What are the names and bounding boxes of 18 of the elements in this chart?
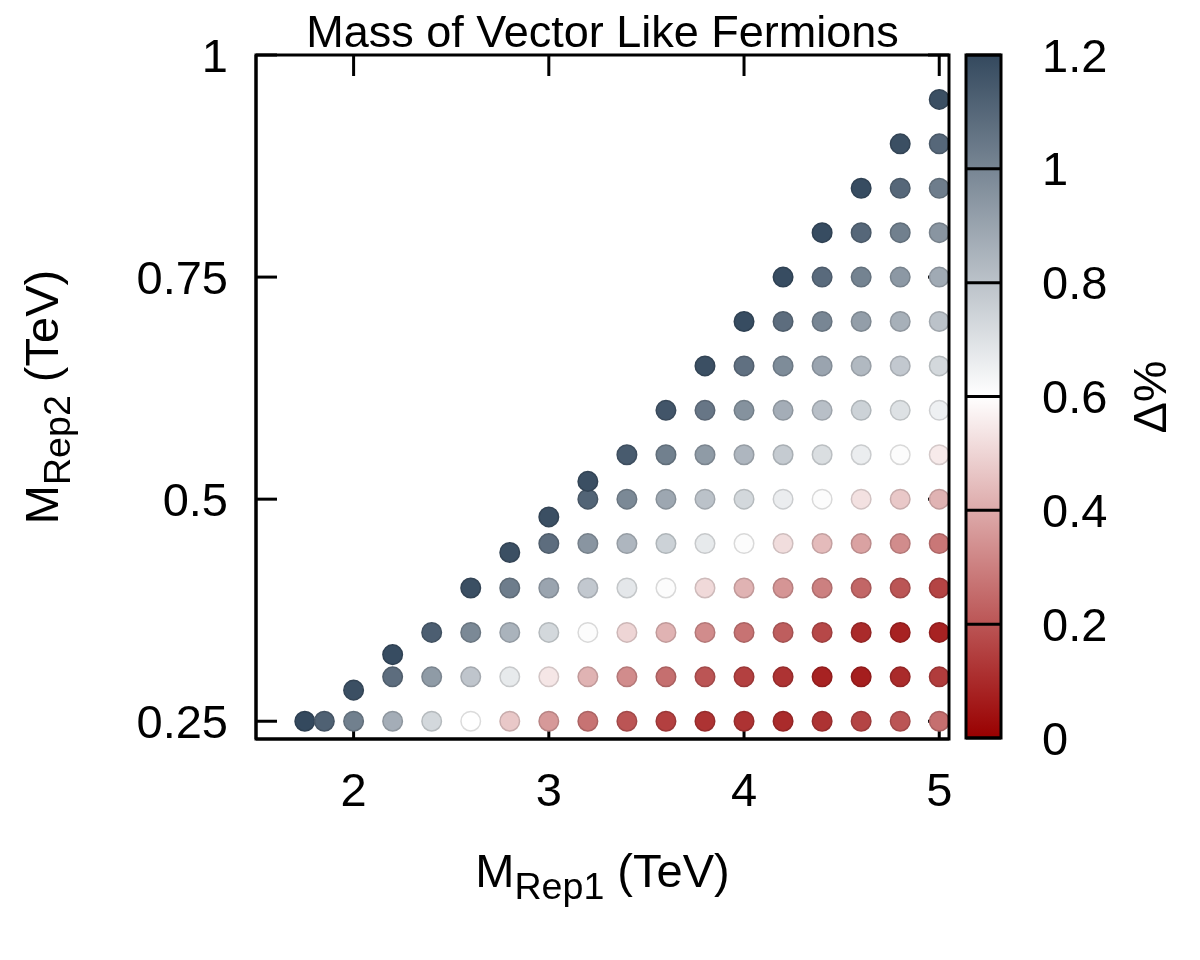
- color-bar-label: 1: [1042, 142, 1069, 196]
- y-tick-label: 1: [201, 28, 228, 82]
- y-tick-label: 0.75: [136, 250, 228, 304]
- x-tick-label: 2: [340, 763, 367, 816]
- color-bar-label: 0: [1042, 711, 1069, 765]
- x-tick-label: 4: [730, 763, 758, 816]
- x-tick-label: 3: [535, 763, 562, 816]
- color-bar-label: 0.6: [1042, 370, 1108, 423]
- color-bar-label: 0.8: [1042, 256, 1108, 310]
- color-bar-label: 0.4: [1042, 483, 1108, 537]
- color-bar-title: Δ%: [1123, 360, 1176, 434]
- y-tick-label: 0.5: [162, 472, 228, 526]
- chart-title: Mass of Vector Like Fermions: [306, 6, 899, 57]
- x-axis-title: M$_{Rep1}$ (TeV): [475, 844, 730, 907]
- y-tick-label: 0.25: [136, 694, 228, 748]
- color-bar-label: 0.2: [1042, 597, 1108, 651]
- color-bar-label: 1.2: [1042, 28, 1108, 82]
- x-tick-label: 5: [926, 763, 953, 816]
